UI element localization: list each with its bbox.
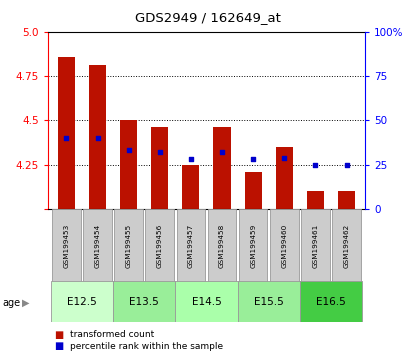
FancyBboxPatch shape (83, 209, 112, 283)
Text: GDS2949 / 162649_at: GDS2949 / 162649_at (134, 11, 281, 24)
FancyBboxPatch shape (176, 281, 237, 322)
FancyBboxPatch shape (301, 209, 330, 283)
Point (219, 149, 225, 155)
Text: transformed count: transformed count (70, 330, 154, 339)
Text: GSM199458: GSM199458 (219, 224, 225, 268)
Point (250, 156, 256, 162)
Text: E15.5: E15.5 (254, 297, 283, 307)
Text: GSM199457: GSM199457 (188, 224, 194, 268)
Text: E16.5: E16.5 (316, 297, 346, 307)
Bar (58, 57, 75, 209)
FancyBboxPatch shape (239, 209, 268, 283)
Text: GSM199454: GSM199454 (95, 224, 100, 268)
FancyBboxPatch shape (52, 209, 81, 283)
Bar (213, 127, 231, 209)
Bar (307, 191, 324, 209)
Text: GSM199461: GSM199461 (312, 224, 318, 268)
Text: E14.5: E14.5 (192, 297, 221, 307)
FancyBboxPatch shape (177, 209, 205, 283)
Point (125, 148, 132, 153)
Text: ▶: ▶ (22, 298, 29, 308)
Text: percentile rank within the sample: percentile rank within the sample (70, 342, 223, 351)
Bar (151, 127, 168, 209)
Point (156, 149, 163, 155)
FancyBboxPatch shape (146, 209, 174, 283)
Point (188, 156, 194, 162)
Bar (338, 191, 355, 209)
Point (63, 135, 70, 141)
Bar (276, 147, 293, 209)
Text: E12.5: E12.5 (67, 297, 97, 307)
Text: age: age (2, 298, 20, 308)
FancyBboxPatch shape (270, 209, 299, 283)
Text: GSM199455: GSM199455 (126, 224, 132, 268)
Bar (120, 120, 137, 209)
Text: GSM199456: GSM199456 (157, 224, 163, 268)
Text: ■: ■ (54, 330, 63, 339)
Point (312, 162, 319, 167)
Text: E13.5: E13.5 (129, 297, 159, 307)
Bar (182, 165, 200, 209)
Text: GSM199460: GSM199460 (281, 224, 287, 268)
Text: ■: ■ (54, 341, 63, 351)
FancyBboxPatch shape (332, 209, 361, 283)
Text: GSM199462: GSM199462 (344, 224, 349, 268)
FancyBboxPatch shape (115, 209, 143, 283)
Point (343, 162, 350, 167)
FancyBboxPatch shape (208, 209, 237, 283)
Bar (89, 65, 106, 209)
Bar (244, 172, 262, 209)
FancyBboxPatch shape (237, 281, 300, 322)
FancyBboxPatch shape (51, 281, 113, 322)
Point (94, 135, 101, 141)
Point (281, 155, 288, 160)
FancyBboxPatch shape (300, 281, 362, 322)
Text: GSM199453: GSM199453 (63, 224, 69, 268)
FancyBboxPatch shape (113, 281, 176, 322)
Text: GSM199459: GSM199459 (250, 224, 256, 268)
